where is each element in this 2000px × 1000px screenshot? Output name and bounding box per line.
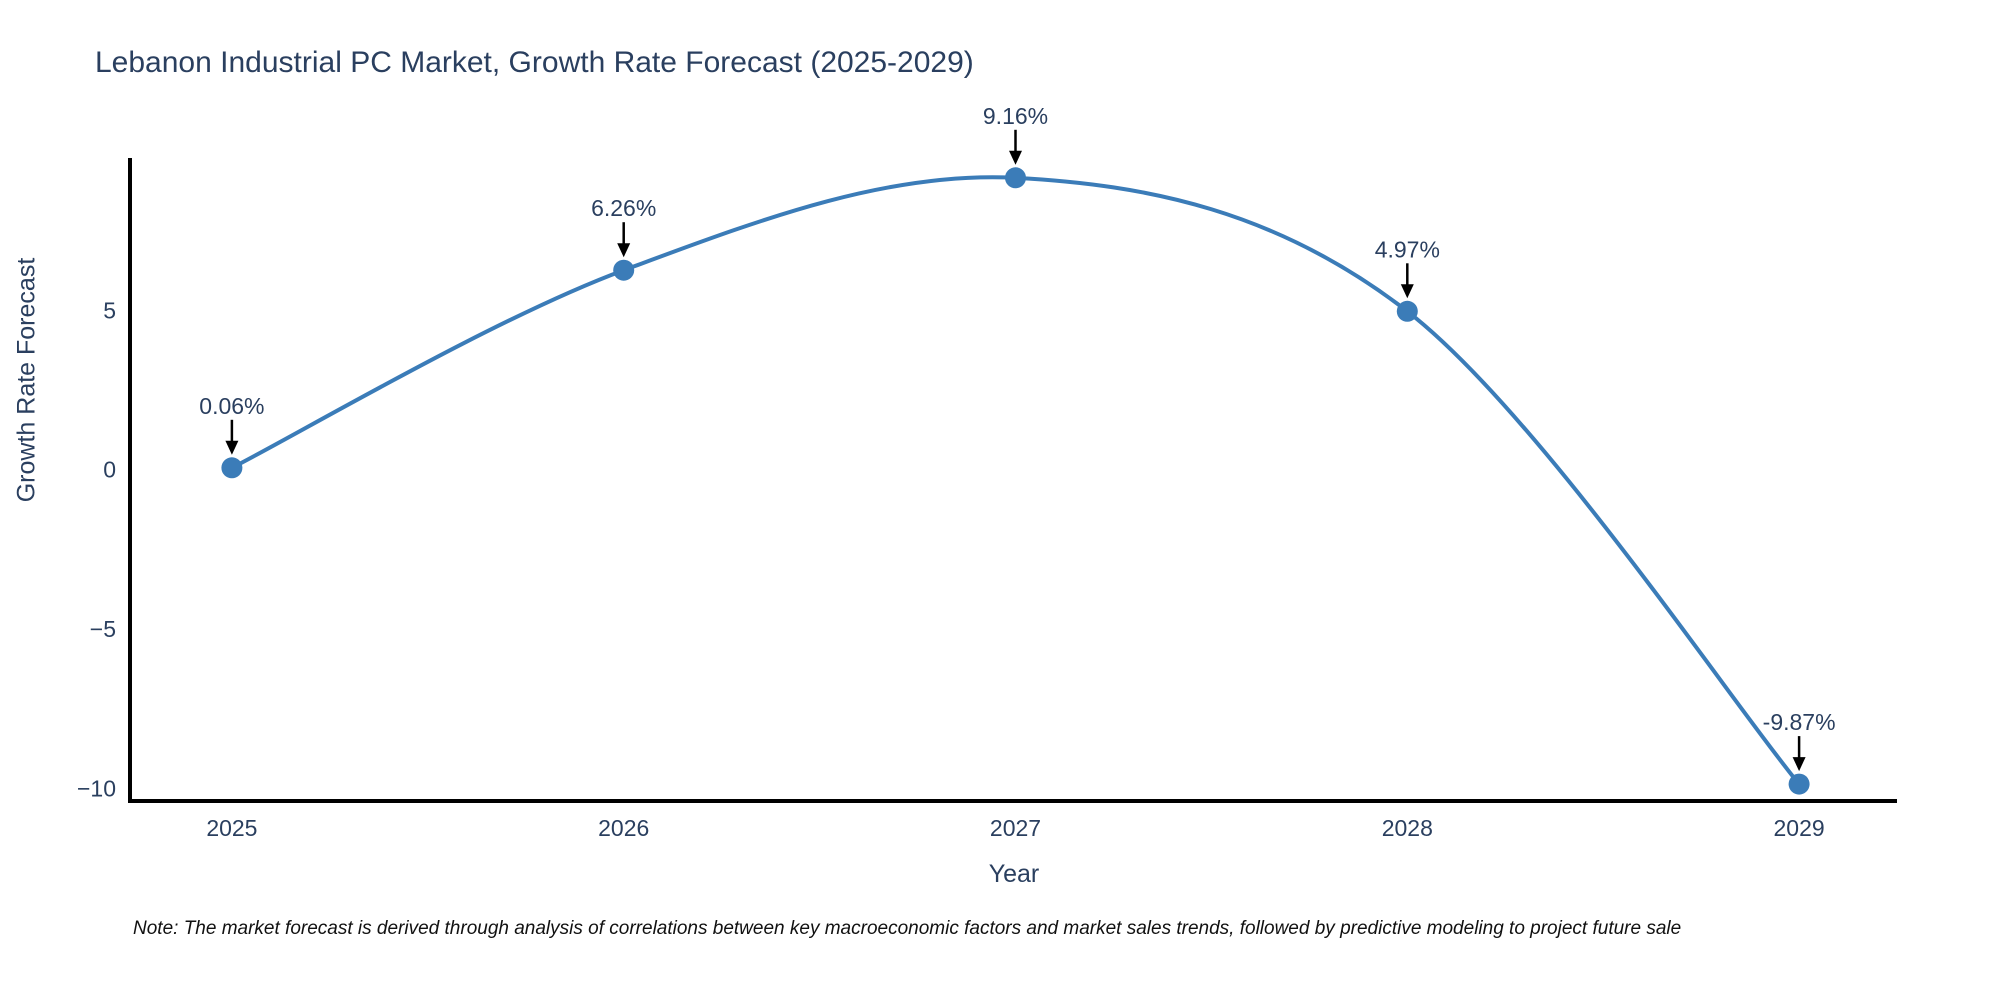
annotation-arrowhead-icon: [1009, 150, 1022, 165]
x-tick-label: 2027: [990, 815, 1041, 841]
x-tick-label: 2026: [598, 815, 649, 841]
annotation-arrowhead-icon: [1792, 757, 1806, 772]
x-tick-label: 2028: [1382, 815, 1433, 841]
y-axis-title: Growth Rate Forecast: [12, 257, 41, 503]
x-tick-label: 2029: [1774, 815, 1825, 841]
y-tick-label: 5: [103, 297, 116, 323]
y-tick-label: −5: [90, 616, 116, 642]
data-point-label: -9.87%: [1763, 709, 1836, 735]
data-point-marker[interactable]: [613, 259, 635, 281]
data-point-marker[interactable]: [1396, 300, 1418, 322]
data-point-marker[interactable]: [1005, 167, 1026, 189]
footnote: Note: The market forecast is derived thr…: [133, 918, 1682, 939]
y-tick-label: −10: [77, 775, 116, 801]
data-point-label: 9.16%: [983, 103, 1048, 129]
forecast-line[interactable]: [229, 175, 1802, 787]
y-tick-label: 0: [103, 457, 116, 483]
data-point-label: 0.06%: [199, 393, 264, 419]
x-axis-title: Year: [988, 860, 1040, 888]
chart-title: Lebanon Industrial PC Market, Growth Rat…: [95, 46, 974, 79]
data-point-marker[interactable]: [1788, 773, 1810, 795]
data-point-label: 6.26%: [591, 195, 656, 221]
data-point-marker[interactable]: [221, 457, 243, 479]
annotation-arrowhead-icon: [1400, 284, 1414, 299]
data-point-label: 4.97%: [1375, 236, 1440, 262]
annotation-arrowhead-icon: [225, 440, 239, 455]
x-tick-label: 2025: [206, 815, 257, 841]
annotation-arrowhead-icon: [617, 243, 631, 258]
